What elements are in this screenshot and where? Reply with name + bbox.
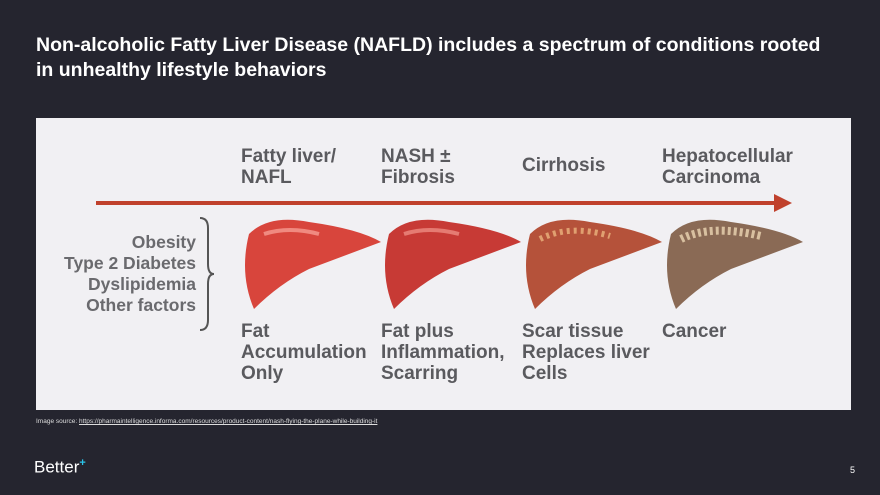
logo-text: Better <box>34 457 80 477</box>
plus-icon: + <box>79 457 86 469</box>
image-source: Image source: https://pharmaintelligence… <box>36 418 377 425</box>
stage-heading-nafl: Fatty liver/ NAFL <box>241 146 337 188</box>
page-number: 5 <box>849 465 855 475</box>
source-link[interactable]: https://pharmaintelligence.informa.com/r… <box>79 418 378 425</box>
stage-heading-cirrhosis: Cirrhosis <box>522 155 606 176</box>
liver-cirrhosis-icon <box>526 219 662 309</box>
progression-arrow <box>96 201 776 205</box>
liver-fatty-icon <box>245 219 381 309</box>
slide-title: Non-alcoholic Fatty Liver Disease (NAFLD… <box>36 34 821 81</box>
risk-factor: Dyslipidemia <box>88 274 196 294</box>
stage-description-nafl: Fat Accumulation Only <box>241 321 367 384</box>
risk-factor: Type 2 Diabetes <box>64 253 196 273</box>
nafld-spectrum-figure: Fatty liver/ NAFL NASH ± Fibrosis Cirrho… <box>36 118 851 410</box>
liver-cancer-icon <box>667 219 803 309</box>
stage-description-nash: Fat plus Inflammation, Scarring <box>381 321 505 384</box>
stage-heading-hcc: Hepatocellular Carcinoma <box>662 146 793 188</box>
brace-icon <box>199 217 215 331</box>
stage-heading-nash: NASH ± Fibrosis <box>381 146 455 188</box>
stage-description-hcc: Cancer <box>662 321 727 342</box>
risk-factors-list: Obesity Type 2 Diabetes Dyslipidemia Oth… <box>64 232 196 316</box>
source-label: Image source: <box>36 418 78 425</box>
risk-factor: Obesity <box>131 232 196 252</box>
liver-nash-icon <box>385 219 521 309</box>
risk-factor: Other factors <box>86 295 196 315</box>
better-logo: Better+ <box>34 457 86 478</box>
arrowhead-icon <box>774 194 792 212</box>
stage-description-cirrhosis: Scar tissue Replaces liver Cells <box>522 321 650 384</box>
